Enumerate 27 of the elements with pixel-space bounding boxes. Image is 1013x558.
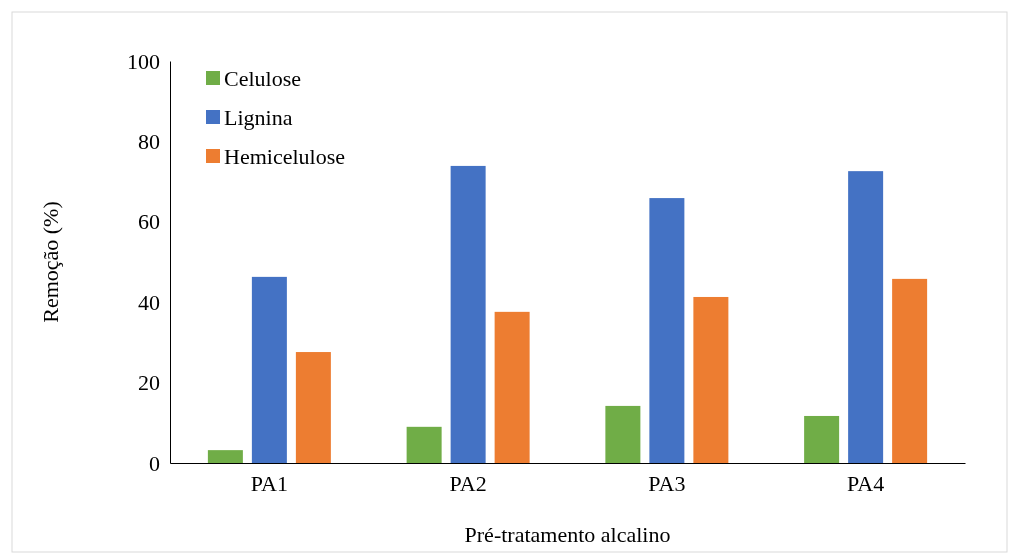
legend-label: Lignina xyxy=(224,105,293,130)
x-tick-label: PA3 xyxy=(648,470,686,496)
y-tick-label: 0 xyxy=(149,450,160,476)
y-tick-label: 60 xyxy=(138,209,160,235)
x-tick-label: PA1 xyxy=(250,470,288,496)
bar xyxy=(693,296,729,463)
bar xyxy=(295,352,331,463)
bar xyxy=(605,405,641,463)
y-tick-label: 100 xyxy=(127,48,160,74)
legend-label: Hemicelulose xyxy=(224,144,345,169)
legend-label: Celulose xyxy=(224,66,301,91)
x-axis-title: Pré-tratamento alcalino xyxy=(464,522,671,547)
bar xyxy=(494,311,530,463)
bar xyxy=(848,171,884,463)
bar xyxy=(450,165,486,463)
y-axis-title: Remoção (%) xyxy=(38,201,63,323)
bar xyxy=(406,426,442,463)
bar xyxy=(804,415,840,463)
y-tick-label: 20 xyxy=(138,370,160,396)
bar xyxy=(251,276,287,463)
bar xyxy=(649,198,685,463)
x-tick-label: PA4 xyxy=(847,470,885,496)
bar xyxy=(892,278,928,463)
y-tick-label: 40 xyxy=(138,289,160,315)
x-tick-label: PA2 xyxy=(449,470,487,496)
bar xyxy=(207,450,243,463)
y-tick-label: 80 xyxy=(138,128,160,154)
